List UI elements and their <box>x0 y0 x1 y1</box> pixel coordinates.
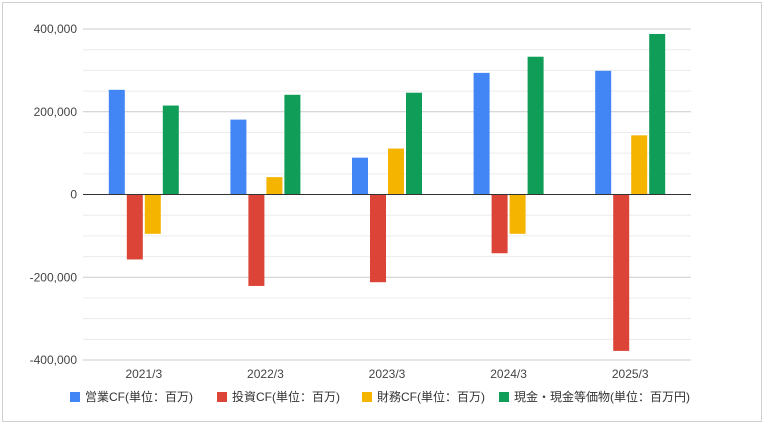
legend-item: 財務CF(単位：百万) <box>362 389 485 404</box>
y-tick-label: -200,000 <box>30 270 78 284</box>
gridlines <box>83 28 691 361</box>
bar <box>613 194 630 351</box>
bar <box>509 194 526 234</box>
y-tick-label: -400,000 <box>30 353 78 367</box>
legend-swatch <box>499 392 509 402</box>
bar-chart: 400,000 200,000 0 -200,000 -400,000 2021/3 202… <box>30 22 691 404</box>
legend-swatch <box>217 392 227 402</box>
bar <box>230 119 247 195</box>
bar <box>162 105 179 195</box>
bar <box>631 135 648 195</box>
bar <box>370 194 386 283</box>
bar <box>352 157 368 195</box>
y-tick-label: 0 <box>70 188 77 202</box>
legend-item: 投資CF(単位：百万) <box>217 389 340 404</box>
bar <box>126 194 143 260</box>
bar <box>248 194 265 286</box>
legend-swatch <box>70 392 80 402</box>
x-tick-label: 2021/3 <box>125 367 162 381</box>
bar <box>649 33 666 195</box>
bar <box>284 94 301 195</box>
legend-label: 現金・現金等価物(単位：百万円) <box>514 389 690 404</box>
y-tick-label: 200,000 <box>34 105 78 119</box>
bar <box>266 177 283 195</box>
legend-item: 営業CF(単位：百万) <box>70 389 193 404</box>
y-tick-label: 400,000 <box>34 22 78 36</box>
bar <box>388 148 404 195</box>
bar <box>406 92 422 195</box>
x-tick-label: 2024/3 <box>490 367 527 381</box>
x-tick-label: 2025/3 <box>612 367 649 381</box>
legend-label: 営業CF(単位：百万) <box>85 389 193 404</box>
legend-swatch <box>362 392 372 402</box>
legend-label: 財務CF(単位：百万) <box>377 389 485 404</box>
bar <box>108 89 125 195</box>
bar <box>144 194 161 234</box>
bar <box>491 194 508 254</box>
chart-frame: 400,000 200,000 0 -200,000 -400,000 2021/3 202… <box>2 2 762 422</box>
bar <box>527 56 544 195</box>
x-tick-label: 2022/3 <box>247 367 284 381</box>
bar <box>595 70 612 195</box>
bar <box>473 72 490 195</box>
legend-label: 投資CF(単位：百万) <box>232 389 340 404</box>
x-tick-label: 2023/3 <box>369 367 406 381</box>
legend-item: 現金・現金等価物(単位：百万円) <box>499 389 690 404</box>
